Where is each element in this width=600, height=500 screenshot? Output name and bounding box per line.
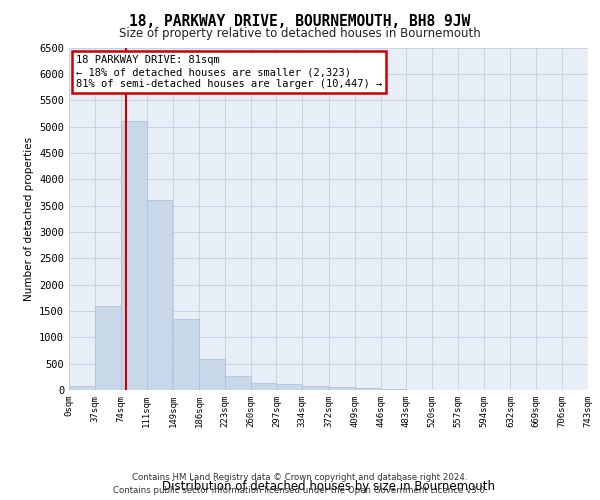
Bar [225, 376, 251, 390]
Bar [146, 200, 172, 390]
Y-axis label: Number of detached properties: Number of detached properties [23, 136, 34, 301]
Text: 18, PARKWAY DRIVE, BOURNEMOUTH, BH8 9JW: 18, PARKWAY DRIVE, BOURNEMOUTH, BH8 9JW [130, 14, 470, 29]
Bar [277, 384, 302, 390]
Text: Size of property relative to detached houses in Bournemouth: Size of property relative to detached ho… [119, 28, 481, 40]
Bar [95, 306, 121, 390]
Bar [69, 386, 95, 390]
Bar [199, 360, 225, 390]
Bar [380, 389, 406, 390]
Bar [173, 319, 199, 390]
Bar [251, 382, 277, 390]
Text: Contains HM Land Registry data © Crown copyright and database right 2024.
Contai: Contains HM Land Registry data © Crown c… [113, 474, 487, 495]
Bar [302, 386, 328, 390]
Bar [355, 388, 380, 390]
X-axis label: Distribution of detached houses by size in Bournemouth: Distribution of detached houses by size … [162, 480, 495, 493]
Text: 18 PARKWAY DRIVE: 81sqm
← 18% of detached houses are smaller (2,323)
81% of semi: 18 PARKWAY DRIVE: 81sqm ← 18% of detache… [76, 56, 382, 88]
Bar [121, 122, 146, 390]
Bar [329, 387, 355, 390]
